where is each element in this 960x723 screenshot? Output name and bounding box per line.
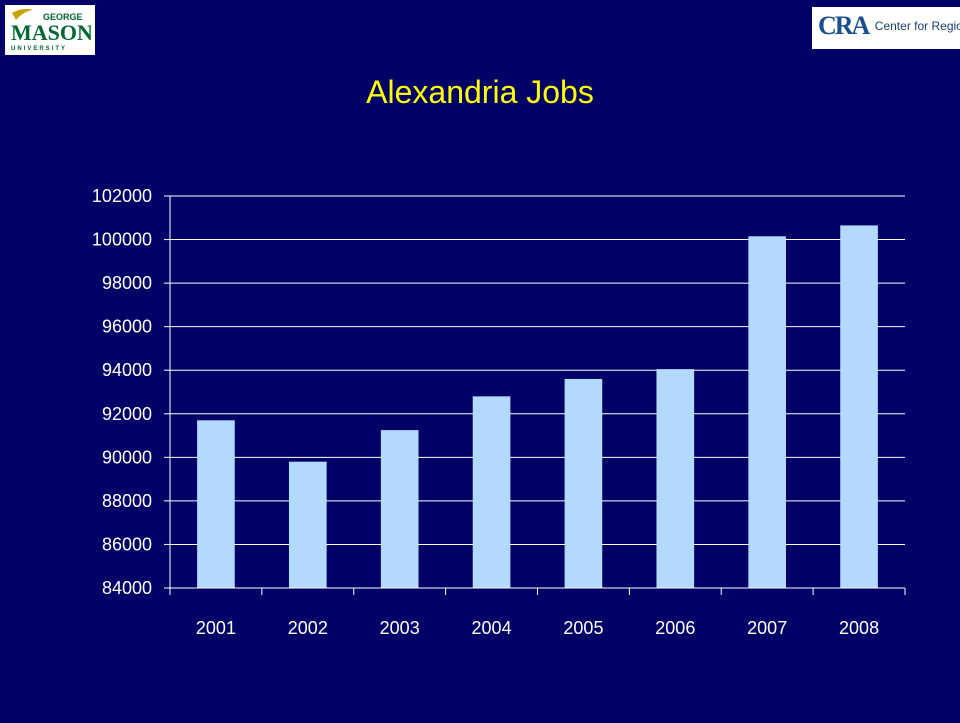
axes (164, 195, 906, 595)
bars (197, 225, 878, 589)
y-tick-label: 94000 (102, 360, 152, 380)
x-tick-label: 2008 (839, 618, 879, 638)
x-tick-label: 2005 (563, 618, 603, 638)
x-tick-label: 2002 (288, 618, 328, 638)
y-tick-label: 86000 (102, 534, 152, 554)
x-tick-label: 2007 (747, 618, 787, 638)
bar-2005 (564, 378, 603, 588)
george-mason-logo: GEORGE MASON UNIVERSITY (5, 5, 95, 55)
x-tick-label: 2003 (380, 618, 420, 638)
logo-leaf-icon (12, 9, 33, 20)
y-tick-label: 92000 (102, 404, 152, 424)
cra-mark: CRA (818, 11, 870, 40)
y-tick-label: 84000 (102, 578, 152, 598)
bar-2006 (656, 369, 695, 588)
y-tick-label: 88000 (102, 491, 152, 511)
y-tick-label: 98000 (102, 273, 152, 293)
chart-title: Alexandria Jobs (366, 74, 594, 110)
bar-2002 (288, 461, 327, 588)
gridlines (170, 195, 905, 545)
y-tick-label: 96000 (102, 317, 152, 337)
x-tick-label: 2006 (655, 618, 695, 638)
bar-2003 (380, 430, 419, 588)
x-tick-label: 2004 (472, 618, 512, 638)
bar-2008 (840, 225, 878, 588)
logo-top-text: GEORGE (43, 12, 83, 22)
logo-brand-text: MASON (11, 20, 91, 45)
bar-2004 (472, 396, 511, 588)
logo-bottom-text: UNIVERSITY (11, 46, 67, 52)
tick-labels: 84000 86000 88000 90000 92000 94000 96000 98000… (92, 186, 879, 638)
bar-2001 (197, 420, 235, 588)
george-mason-logo-mark: GEORGE MASON UNIVERSITY (11, 9, 91, 52)
y-tick-label: 90000 (102, 447, 152, 467)
y-tick-label: 102000 (92, 186, 152, 206)
cra-logo: CRA Center for Regional Analysis (812, 7, 960, 49)
y-tick-label: 100000 (92, 230, 152, 250)
cra-logo-text: Center for Regional Analysis (874, 19, 960, 33)
x-tick-label: 2001 (196, 618, 236, 638)
bar-2007 (748, 236, 787, 589)
